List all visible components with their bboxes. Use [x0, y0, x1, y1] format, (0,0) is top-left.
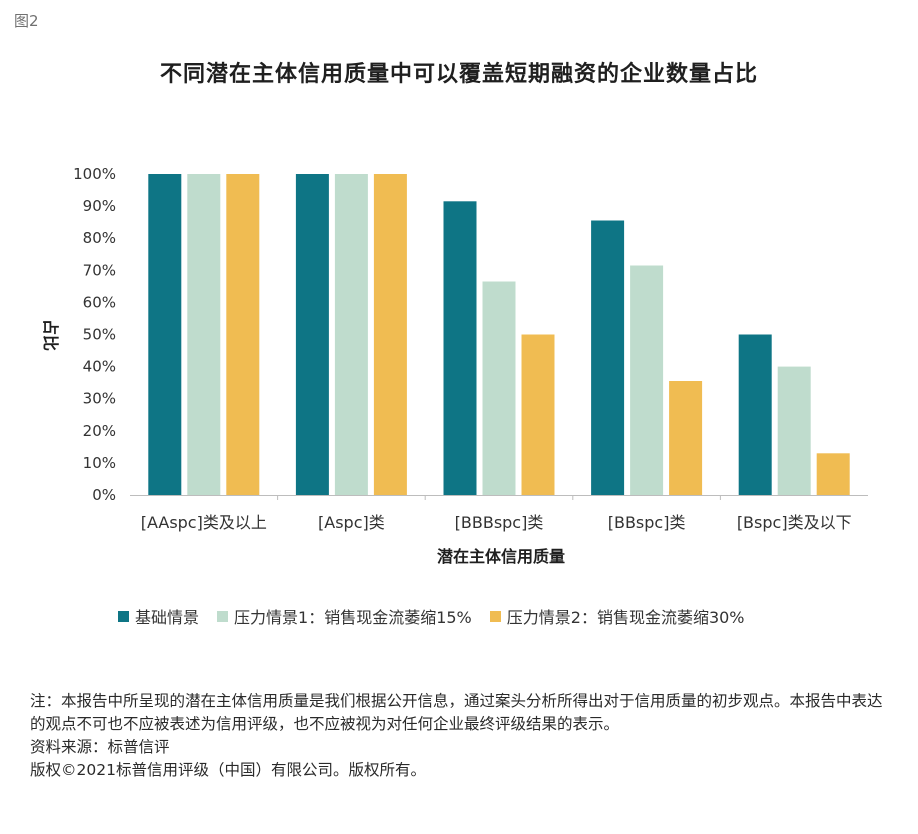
legend-label-base: 基础情景 [135, 608, 200, 627]
y-tick-label: 100% [73, 165, 116, 183]
y-tick-label: 80% [83, 229, 116, 247]
bar-3-1 [226, 174, 260, 495]
y-tick-label: 30% [83, 390, 116, 408]
y-tick-label: 20% [83, 422, 116, 440]
x-axis: [AAspc]类及以上 [Aspc]类 [BBBspc]类 [BBspc]类 [Bspc… [141, 495, 852, 532]
y-tick-label: 90% [83, 197, 116, 215]
bar-chart: 0% 10% 20% 30% 40% 50% 60% 70% 80% 90% 100% [AAspc… [41, 165, 868, 566]
x-tick-label: [Bspc]类及以下 [737, 513, 852, 532]
legend-swatch-stress2 [489, 610, 501, 622]
bar-1-5 [738, 334, 772, 495]
legend-label-stress2: 压力情景2：销售现金流萎缩30% [506, 608, 745, 627]
legend-item-base: 基础情景 [118, 604, 199, 628]
footnotes: 注：本报告中所呈现的潜在主体信用质量是我们根据公开信息，通过案头分析所得出对于信… [30, 690, 890, 782]
bar-1-2 [295, 174, 329, 495]
source-note: 资料来源：标普信评 [30, 738, 170, 756]
y-tick-label: 70% [83, 261, 116, 279]
bars [148, 174, 850, 496]
y-tick-label: 60% [83, 293, 116, 311]
figure-label: 图2 [14, 12, 39, 30]
legend-swatch-stress1 [217, 610, 229, 622]
copyright-note: 版权©2021标普信用评级（中国）有限公司。版权所有。 [30, 761, 426, 779]
x-tick-label: [BBBspc]类 [455, 513, 544, 532]
bar-2-3 [482, 281, 516, 495]
bar-2-5 [777, 366, 811, 495]
y-tick-label: 0% [92, 486, 116, 504]
x-tick-label: [BBspc]类 [608, 513, 686, 532]
legend-item-stress2: 压力情景2：销售现金流萎缩30% [489, 604, 745, 628]
x-axis-title: 潜在主体信用质量 [437, 547, 565, 566]
bar-3-4 [669, 381, 703, 495]
bar-1-1 [148, 174, 182, 495]
bar-2-1 [187, 174, 221, 495]
bar-3-3 [521, 334, 555, 495]
legend: 基础情景 压力情景1：销售现金流萎缩15% 压力情景2：销售现金流萎缩30% [118, 604, 763, 628]
legend-swatch-base [118, 610, 129, 622]
legend-label-stress1: 压力情景1：销售现金流萎缩15% [234, 608, 472, 627]
bar-1-3 [443, 201, 477, 496]
y-tick-label: 50% [83, 326, 116, 344]
x-tick-label: [AAspc]类及以上 [141, 513, 267, 532]
chart-title: 不同潜在主体信用质量中可以覆盖短期融资的企业数量占比 [159, 62, 758, 87]
bar-3-5 [816, 453, 850, 495]
bar-3-2 [373, 174, 407, 495]
bar-2-2 [334, 174, 368, 495]
x-tick-label: [Aspc]类 [318, 513, 385, 532]
disclaimer-note: 注：本报告中所呈现的潜在主体信用质量是我们根据公开信息，通过案头分析所得出对于信… [30, 692, 883, 733]
y-tick-label: 40% [83, 358, 116, 376]
y-axis-title: 占比 [41, 319, 60, 351]
legend-item-stress1: 压力情景1：销售现金流萎缩15% [217, 604, 472, 628]
y-axis: 0% 10% 20% 30% 40% 50% 60% 70% 80% 90% 100% [73, 165, 116, 504]
bar-1-4 [591, 220, 625, 495]
bar-2-4 [630, 265, 664, 495]
y-tick-label: 10% [83, 454, 116, 472]
